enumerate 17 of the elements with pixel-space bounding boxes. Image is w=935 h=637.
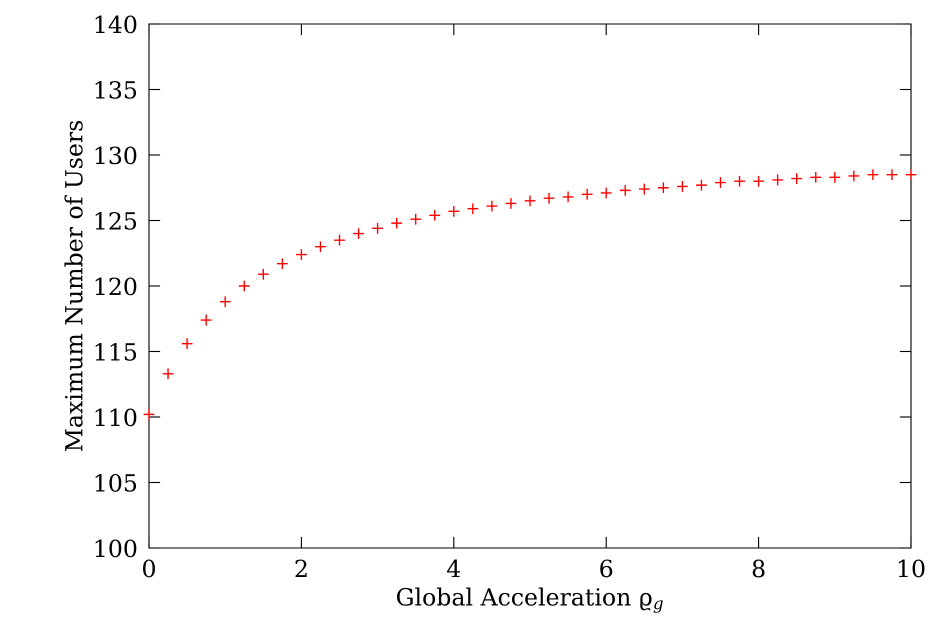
x-tick-label: 10 bbox=[898, 560, 924, 578]
y-tick-label: 105 bbox=[96, 474, 136, 492]
x-tick-label: 0 bbox=[143, 560, 155, 578]
y-tick-label: 110 bbox=[96, 408, 136, 426]
y-tick-label: 140 bbox=[96, 15, 136, 34]
y-tick-label: 125 bbox=[96, 212, 136, 230]
x-tick-label: 4 bbox=[447, 560, 460, 578]
y-tick-label: 120 bbox=[96, 277, 136, 296]
y-tick-label: 135 bbox=[96, 80, 136, 99]
y-axis-title: Maximum Number of Users bbox=[64, 120, 83, 452]
y-tick-label: 115 bbox=[96, 342, 136, 361]
y-tick-label: 100 bbox=[96, 539, 136, 558]
x-tick-label: 8 bbox=[752, 560, 765, 578]
x-tick-label: 2 bbox=[295, 560, 307, 578]
x-tick-label: 6 bbox=[600, 560, 612, 578]
y-tick-label: 130 bbox=[96, 146, 136, 164]
x-axis-title: Global Acceleration ϱ$_{g}$ bbox=[396, 588, 663, 613]
